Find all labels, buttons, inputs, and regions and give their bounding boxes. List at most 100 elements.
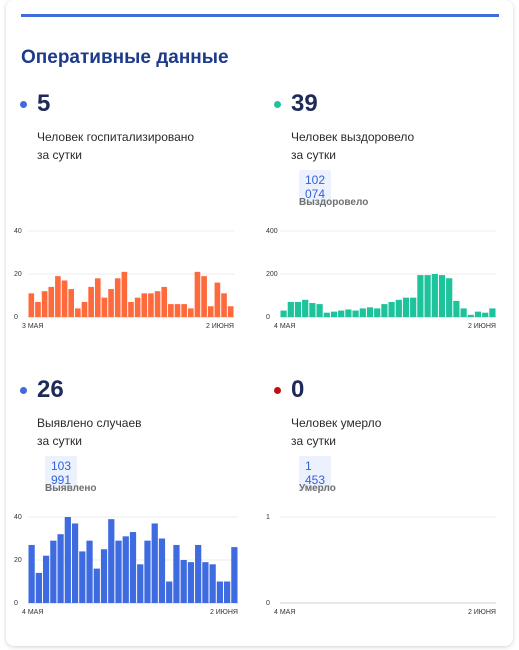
cases-count: 26 (37, 376, 64, 403)
y-tick-label: 200 (266, 271, 278, 278)
bar (88, 286, 94, 317)
y-tick-label: 20 (14, 557, 22, 564)
bar (221, 293, 227, 317)
cases-total-label: Выявлено (45, 483, 97, 494)
bar (216, 581, 224, 603)
x-end-label: 2 ИЮНЯ (206, 323, 234, 330)
bar (460, 308, 467, 317)
bar (424, 275, 431, 317)
cases-label-line2: за сутки (37, 434, 82, 448)
bar (166, 581, 173, 603)
hospitalized-chart: 0 20 40 3 МАЯ 2 ИЮНЯ (14, 228, 234, 330)
bar (151, 523, 158, 603)
bar (231, 547, 238, 603)
recovered-chart: 0 200 400 4 МАЯ 2 ИЮНЯ (266, 228, 496, 330)
y-tick-label: 1 (266, 514, 270, 521)
bar (474, 311, 482, 317)
bar (482, 312, 489, 317)
bar (309, 303, 316, 317)
deaths-total-badge: 1 453 (299, 456, 332, 490)
bar (467, 314, 474, 317)
bar (294, 301, 302, 317)
y-tick-label: 0 (14, 314, 18, 321)
bar (302, 299, 309, 317)
x-start-label: 4 МАЯ (274, 323, 295, 330)
bar (55, 276, 61, 317)
hospitalized-dot-icon (20, 101, 27, 108)
y-tick-label: 0 (14, 600, 18, 607)
bar (316, 304, 323, 317)
bar (338, 310, 345, 317)
y-tick-label: 400 (266, 228, 278, 235)
bar (64, 517, 71, 603)
x-start-label: 4 МАЯ (274, 609, 295, 616)
bar (158, 538, 166, 603)
bar (352, 310, 359, 317)
cases-label: Выявлено случаев за сутки (37, 414, 237, 450)
recovered-label: Человек выздоровело за сутки (291, 128, 491, 164)
bar (207, 306, 214, 317)
deaths-label-line2: за сутки (291, 434, 336, 448)
x-end-label: 2 ИЮНЯ (468, 323, 496, 330)
hospitalized-count: 5 (37, 90, 51, 117)
bar (100, 549, 108, 603)
bar (57, 534, 64, 603)
bar (94, 278, 101, 317)
bar (42, 555, 50, 603)
bar (417, 275, 424, 317)
bar (61, 280, 68, 317)
bar (168, 304, 174, 317)
bar (28, 544, 35, 603)
bar (174, 304, 181, 317)
bar (227, 306, 234, 317)
bar (114, 278, 121, 317)
recovered-count: 39 (291, 90, 318, 117)
bar (381, 304, 388, 317)
bar (128, 301, 134, 317)
bar (71, 523, 79, 603)
bar (194, 271, 201, 317)
hospitalized-label-line1: Человек госпитализировано (37, 130, 195, 144)
bar (410, 297, 417, 317)
y-tick-label: 0 (266, 600, 270, 607)
bar (75, 308, 81, 317)
recovered-total-badge: 102 074 (299, 170, 332, 204)
y-tick-label: 20 (14, 271, 22, 278)
bar (28, 293, 35, 317)
bar (187, 308, 194, 317)
bar (93, 568, 100, 603)
deaths-chart: 0 1 4 МАЯ 2 ИЮНЯ (266, 514, 496, 616)
bar (50, 540, 57, 603)
bar (101, 297, 108, 317)
bar (144, 540, 151, 603)
bar (323, 312, 330, 317)
top-divider (21, 14, 499, 17)
page-title: Оперативные данные (21, 47, 229, 68)
bar (108, 289, 114, 317)
bar (137, 564, 144, 603)
bar (35, 301, 41, 317)
dashboard-panel (6, 0, 513, 646)
deaths-count: 0 (291, 376, 305, 403)
hospitalized-label-line2: за сутки (37, 148, 82, 162)
bar (280, 310, 287, 317)
bar (201, 276, 207, 317)
cases-total-badge: 103 991 (45, 456, 78, 490)
x-start-label: 3 МАЯ (22, 323, 43, 330)
bar (202, 562, 209, 603)
x-end-label: 2 ИЮНЯ (468, 609, 496, 616)
bar (330, 311, 338, 317)
bar (121, 271, 128, 317)
recovered-label-line1: Человек выздоровело (291, 130, 415, 144)
bar (366, 307, 374, 317)
bar (209, 564, 216, 603)
bar (173, 544, 180, 603)
bar (86, 540, 93, 603)
bar (134, 297, 141, 317)
bar (431, 274, 438, 317)
recovered-label-line2: за сутки (291, 148, 336, 162)
deaths-label-line1: Человек умерло (291, 416, 382, 430)
bar (438, 275, 446, 317)
bar (181, 304, 187, 317)
bar (359, 308, 366, 317)
